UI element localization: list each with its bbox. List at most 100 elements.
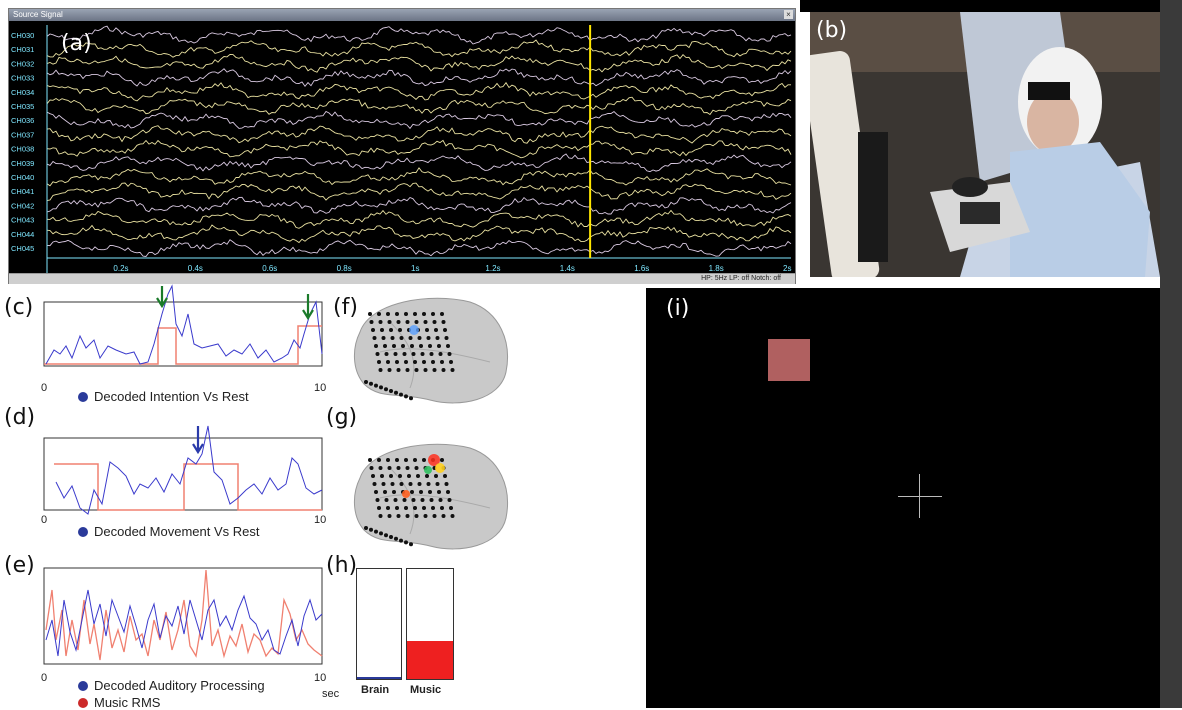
- electrode-dot: [437, 490, 441, 494]
- electrode-dot: [438, 498, 443, 502]
- eeg-titlebar: Source Signal ×: [9, 9, 795, 21]
- electrode-dot: [384, 533, 388, 538]
- electrode-dot: [374, 344, 378, 348]
- auditory-legend-1: Decoded Auditory Processing: [78, 678, 265, 693]
- electrode-dot: [432, 514, 437, 518]
- green-arrow-2: [302, 294, 314, 321]
- electrode-dot: [396, 466, 401, 470]
- electrode-dot: [395, 458, 399, 462]
- music-bar-label: Music: [410, 684, 442, 696]
- electrode-dot: [411, 498, 416, 502]
- eeg-trace: [46, 53, 792, 73]
- electrode-dot: [381, 482, 386, 486]
- electrode-dot: [432, 368, 437, 372]
- eeg-time-axis: 0.2s 0.4s 0.6s 0.8s 1s 1.2s 1.4s 1.6s 1.8s 2s: [46, 25, 791, 273]
- electrode-dot: [420, 498, 425, 502]
- electrode-dot: [387, 368, 392, 372]
- close-icon[interactable]: ×: [784, 10, 793, 19]
- electrode-dot: [431, 360, 435, 364]
- intention-decoded-line: [45, 284, 323, 365]
- electrode-dot: [369, 466, 374, 470]
- electrode-dot: [399, 482, 404, 486]
- electrode-dot: [393, 352, 398, 356]
- fixation-cross-horizontal: [898, 496, 942, 497]
- legend-blue-dot: [78, 392, 88, 402]
- panel-label-a: (a): [61, 31, 92, 56]
- face-redaction-bar: [1028, 82, 1070, 100]
- eeg-viewer-window: Source Signal × CH030 CH031 CH032 CH033 CH03…: [8, 8, 796, 284]
- electrode-dot: [413, 360, 417, 364]
- electrode-dot: [389, 474, 393, 478]
- auditory-x-unit: sec: [322, 688, 340, 700]
- auditory-x-min: 0: [41, 672, 48, 684]
- movement-x-max: 10: [314, 514, 327, 526]
- eeg-trace-area: CH030 CH031 CH032 CH033 CH034 CH035 CH036 CH037…: [11, 25, 792, 273]
- eeg-trace: [46, 81, 791, 102]
- electrode-dot: [417, 482, 422, 486]
- electrode-dot: [398, 328, 402, 332]
- electrode-dot: [440, 312, 444, 316]
- channel-label: CH031: [11, 45, 34, 54]
- electrode-dot: [398, 474, 402, 478]
- legend-red-dot: [78, 698, 88, 708]
- channel-label: CH037: [11, 130, 34, 139]
- electrode-dot: [364, 380, 368, 384]
- channel-label: CH042: [11, 201, 34, 210]
- electrode-dot: [386, 360, 390, 364]
- electrode-dot: [405, 368, 410, 372]
- electrode-dot: [428, 344, 432, 348]
- brain-bar-label: Brain: [361, 684, 390, 696]
- electrode-dot: [394, 536, 398, 541]
- channel-label: CH034: [11, 88, 34, 97]
- movement-x-min: 0: [41, 514, 48, 526]
- electrode-dot: [414, 320, 419, 324]
- stimulus-square: [768, 339, 810, 381]
- electrode-dot: [372, 482, 377, 486]
- music-bar-fill: [407, 640, 453, 679]
- eeg-time-tick: 1s: [411, 264, 419, 273]
- electrode-dot: [389, 328, 393, 332]
- eeg-time-tick: 2s: [783, 264, 791, 273]
- electrode-dot: [368, 312, 372, 316]
- electrode-dot: [404, 360, 408, 364]
- electrode-dot: [402, 352, 407, 356]
- electrode-grid-intention: [364, 312, 455, 401]
- electrode-dot: [394, 390, 398, 395]
- electrode-dot: [413, 506, 417, 510]
- electrode-dot: [396, 368, 401, 372]
- video-top-border: [800, 0, 1160, 12]
- brain-bar-fill: [357, 676, 401, 679]
- eeg-trace: [46, 153, 792, 173]
- eeg-trace: [46, 239, 792, 257]
- panel-label-f: (f): [333, 295, 358, 320]
- electrode-dot: [371, 328, 375, 332]
- electrode-dot: [426, 336, 431, 340]
- stimulus-screen: (i): [646, 288, 1160, 708]
- electrode-dot: [425, 474, 429, 478]
- blue-arrow: [192, 426, 204, 455]
- electrode-dot: [377, 360, 381, 364]
- electrode-dot: [375, 352, 380, 356]
- eeg-trace: [46, 39, 792, 58]
- electrode-dot: [405, 514, 410, 518]
- electrode-dot: [422, 312, 426, 316]
- electrode-dot: [440, 458, 444, 462]
- electrode-dot: [414, 466, 419, 470]
- electrode-dot: [414, 514, 419, 518]
- electrode-dot: [446, 490, 450, 494]
- electrode-dot: [440, 506, 444, 510]
- auditory-plot: [43, 567, 323, 665]
- electrode-dot: [426, 482, 431, 486]
- electrode-dot: [409, 542, 413, 547]
- electrode-dot: [417, 336, 422, 340]
- electrode-grid-movement: [364, 458, 455, 547]
- electrode-dot: [410, 490, 414, 494]
- electrode-dot: [377, 506, 381, 510]
- electrode-dot: [375, 498, 380, 502]
- electrode-dot: [450, 368, 455, 372]
- electrode-dot: [364, 526, 368, 530]
- panel-label-e: (e): [4, 553, 35, 578]
- channel-label: CH032: [11, 59, 34, 68]
- electrode-dot: [413, 458, 417, 462]
- electrode-dot: [383, 344, 387, 348]
